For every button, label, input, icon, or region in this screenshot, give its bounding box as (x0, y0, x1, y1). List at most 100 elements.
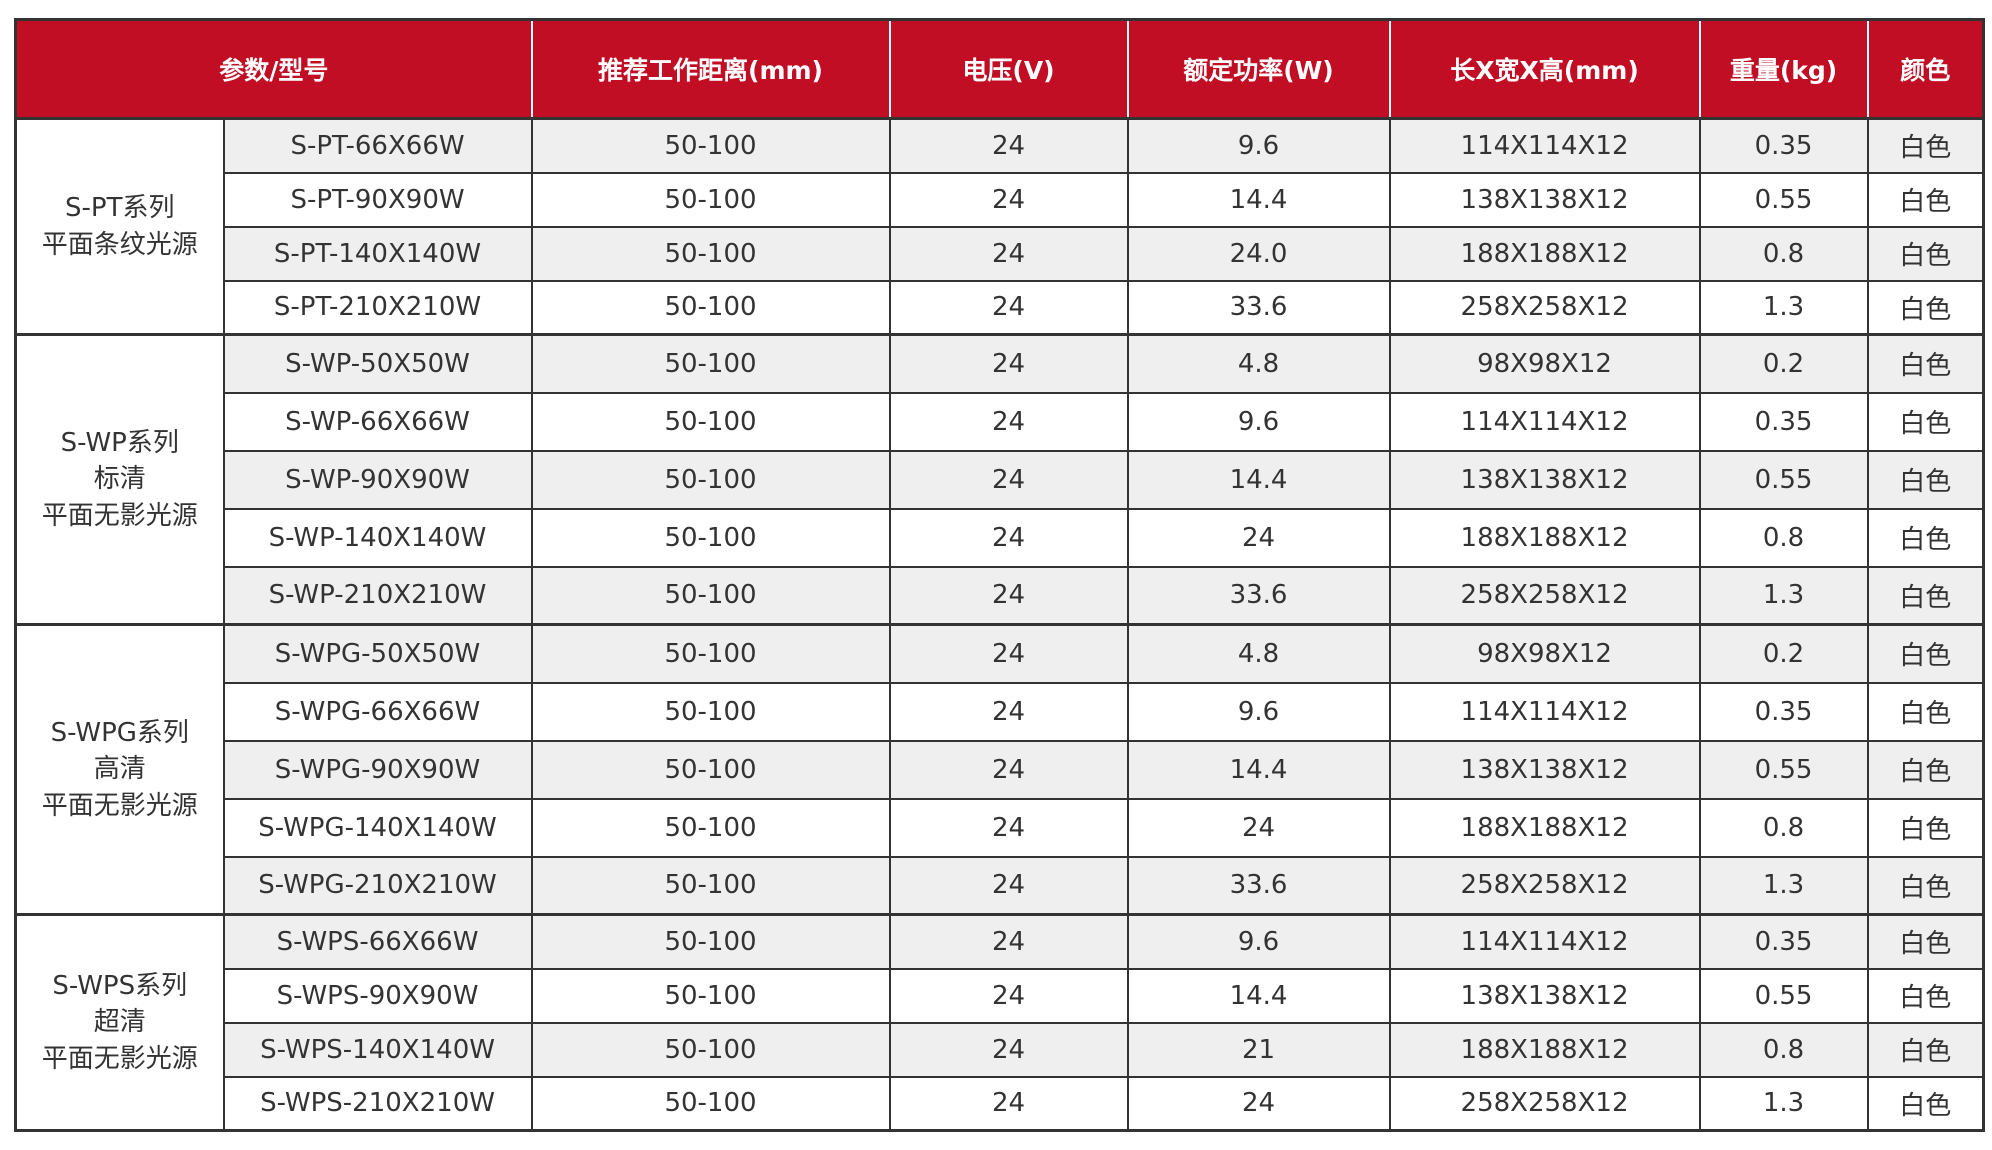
cell-distance: 50-100 (530, 449, 891, 510)
cell-weight: 1.3 (1698, 855, 1869, 916)
cell-dimensions: 98X98X12 (1388, 333, 1701, 394)
cell-power: 14.4 (1126, 967, 1391, 1024)
cell-power: 9.6 (1126, 117, 1391, 174)
cell-dimensions: 138X138X12 (1388, 171, 1701, 228)
cell-model: S-WPG-140X140W (222, 797, 533, 858)
cell-model: S-WP-50X50W (222, 333, 533, 394)
series-label: S-PT系列 (65, 193, 175, 224)
cell-color: 白色 (1866, 565, 1986, 626)
series-label: S-WPG系列 (50, 717, 189, 748)
cell-weight: 0.55 (1698, 739, 1869, 800)
cell-voltage: 24 (888, 623, 1129, 684)
series-label: 平面条纹光源 (41, 229, 198, 260)
cell-model: S-PT-90X90W (222, 171, 533, 228)
series-label: 高清 (93, 754, 146, 785)
cell-color: 白色 (1866, 967, 1986, 1024)
spec-table: 参数/型号 推荐工作距离(mm) 电压(V) 额定功率(W) 长X宽X高(mm)… (13, 18, 1986, 1132)
series-label: S-WPS系列 (52, 970, 188, 1001)
cell-distance: 50-100 (530, 1075, 891, 1132)
cell-voltage: 24 (888, 279, 1129, 336)
cell-distance: 50-100 (530, 117, 891, 174)
cell-voltage: 24 (888, 565, 1129, 626)
cell-dimensions: 258X258X12 (1388, 279, 1701, 336)
cell-voltage: 24 (888, 739, 1129, 800)
table-row: S-WPS-210X210W 50-100 24 24 258X258X12 1.3 白色 (16, 1075, 1986, 1132)
cell-voltage: 24 (888, 333, 1129, 394)
cell-color: 白色 (1866, 623, 1986, 684)
cell-power: 33.6 (1126, 279, 1391, 336)
cell-model: S-WP-66X66W (222, 391, 533, 452)
cell-power: 33.6 (1126, 855, 1391, 916)
cell-model: S-WP-140X140W (222, 507, 533, 568)
cell-model: S-WPG-50X50W (222, 623, 533, 684)
cell-dimensions: 114X114X12 (1388, 117, 1701, 174)
cell-model: S-WPS-210X210W (222, 1075, 533, 1132)
cell-voltage: 24 (888, 967, 1129, 1024)
cell-voltage: 24 (888, 913, 1129, 970)
cell-distance: 50-100 (530, 333, 891, 394)
cell-weight: 0.8 (1698, 507, 1869, 568)
cell-dimensions: 114X114X12 (1388, 681, 1701, 742)
cell-model: S-PT-140X140W (222, 225, 533, 282)
table-row: S-WP系列 标清 平面无影光源 S-WP-50X50W 50-100 24 4.8 98X9… (14, 333, 1986, 626)
cell-distance: 50-100 (530, 225, 891, 282)
cell-voltage: 24 (888, 855, 1129, 916)
cell-distance: 50-100 (530, 507, 891, 568)
cell-weight: 0.35 (1698, 681, 1869, 742)
table-row: S-WPG-90X90W 50-100 24 14.4 138X138X12 0.55 白色 (16, 739, 1986, 800)
cell-dimensions: 138X138X12 (1388, 967, 1701, 1024)
table-row: S-WPS-90X90W 50-100 24 14.4 138X138X12 0.55 白色 (16, 967, 1986, 1024)
table-row: S-WPS系列 超清 平面无影光源 S-WPS-66X66W 50-100 24 9.6 11… (14, 913, 1986, 1132)
cell-color: 白色 (1866, 1075, 1986, 1132)
cell-voltage: 24 (888, 449, 1129, 510)
cell-model: S-PT-210X210W (222, 279, 533, 336)
cell-color: 白色 (1866, 391, 1986, 452)
series-cell: S-PT系列 平面条纹光源 (14, 117, 225, 336)
series-label: 平面无影光源 (41, 500, 198, 531)
table-row: S-PT系列 平面条纹光源 S-PT-66X66W 50-100 24 9.6 114X11… (14, 117, 1986, 336)
table-row: S-PT-140X140W 50-100 24 24.0 188X188X12 0.8 白色 (16, 225, 1986, 282)
table-row: S-WPG-140X140W 50-100 24 24 188X188X12 0.8 白色 (16, 797, 1986, 858)
cell-power: 21 (1126, 1021, 1391, 1078)
cell-dimensions: 258X258X12 (1388, 565, 1701, 626)
cell-model: S-WP-210X210W (222, 565, 533, 626)
header-distance: 推荐工作距离(mm) (530, 18, 890, 120)
header-row: 参数/型号 推荐工作距离(mm) 电压(V) 额定功率(W) 长X宽X高(mm)… (13, 18, 1986, 120)
cell-weight: 0.2 (1698, 623, 1869, 684)
cell-weight: 0.8 (1698, 225, 1869, 282)
cell-weight: 0.55 (1698, 967, 1869, 1024)
cell-weight: 0.8 (1698, 1021, 1869, 1078)
table-row: S-PT-90X90W 50-100 24 14.4 138X138X12 0.55 白色 (16, 171, 1986, 228)
cell-model: S-WPS-66X66W (222, 913, 533, 970)
cell-power: 24 (1126, 797, 1391, 858)
cell-power: 24 (1126, 507, 1391, 568)
cell-color: 白色 (1866, 333, 1986, 394)
cell-distance: 50-100 (530, 279, 891, 336)
cell-weight: 0.55 (1698, 449, 1869, 510)
cell-power: 9.6 (1126, 391, 1391, 452)
series-cell: S-WPG系列 高清 平面无影光源 (14, 623, 225, 916)
cell-power: 24.0 (1126, 225, 1391, 282)
table-row: S-WPG-210X210W 50-100 24 33.6 258X258X12 1.3 白… (16, 855, 1986, 916)
cell-weight: 0.2 (1698, 333, 1869, 394)
cell-weight: 0.35 (1698, 117, 1869, 174)
cell-distance: 50-100 (530, 681, 891, 742)
cell-color: 白色 (1866, 279, 1986, 336)
cell-distance: 50-100 (530, 913, 891, 970)
cell-dimensions: 114X114X12 (1388, 391, 1701, 452)
cell-power: 24 (1126, 1075, 1391, 1132)
table-row: S-WPG系列 高清 平面无影光源 S-WPG-50X50W 50-100 24 4.8 98… (14, 623, 1986, 916)
cell-weight: 1.3 (1698, 1075, 1869, 1132)
table-row: S-PT-210X210W 50-100 24 33.6 258X258X12 1.3 白色 (16, 279, 1986, 336)
series-label: S-WP系列 (60, 427, 179, 458)
cell-power: 14.4 (1126, 739, 1391, 800)
cell-weight: 0.35 (1698, 391, 1869, 452)
cell-distance: 50-100 (530, 171, 891, 228)
table-row: S-WP-90X90W 50-100 24 14.4 138X138X12 0.55 白色 (16, 449, 1986, 510)
table-row: S-WP-140X140W 50-100 24 24 188X188X12 0.8 白色 (16, 507, 1986, 568)
cell-distance: 50-100 (530, 855, 891, 916)
cell-weight: 1.3 (1698, 565, 1869, 626)
series-cell: S-WP系列 标清 平面无影光源 (14, 333, 225, 626)
cell-distance: 50-100 (530, 739, 891, 800)
cell-model: S-WPS-140X140W (222, 1021, 533, 1078)
